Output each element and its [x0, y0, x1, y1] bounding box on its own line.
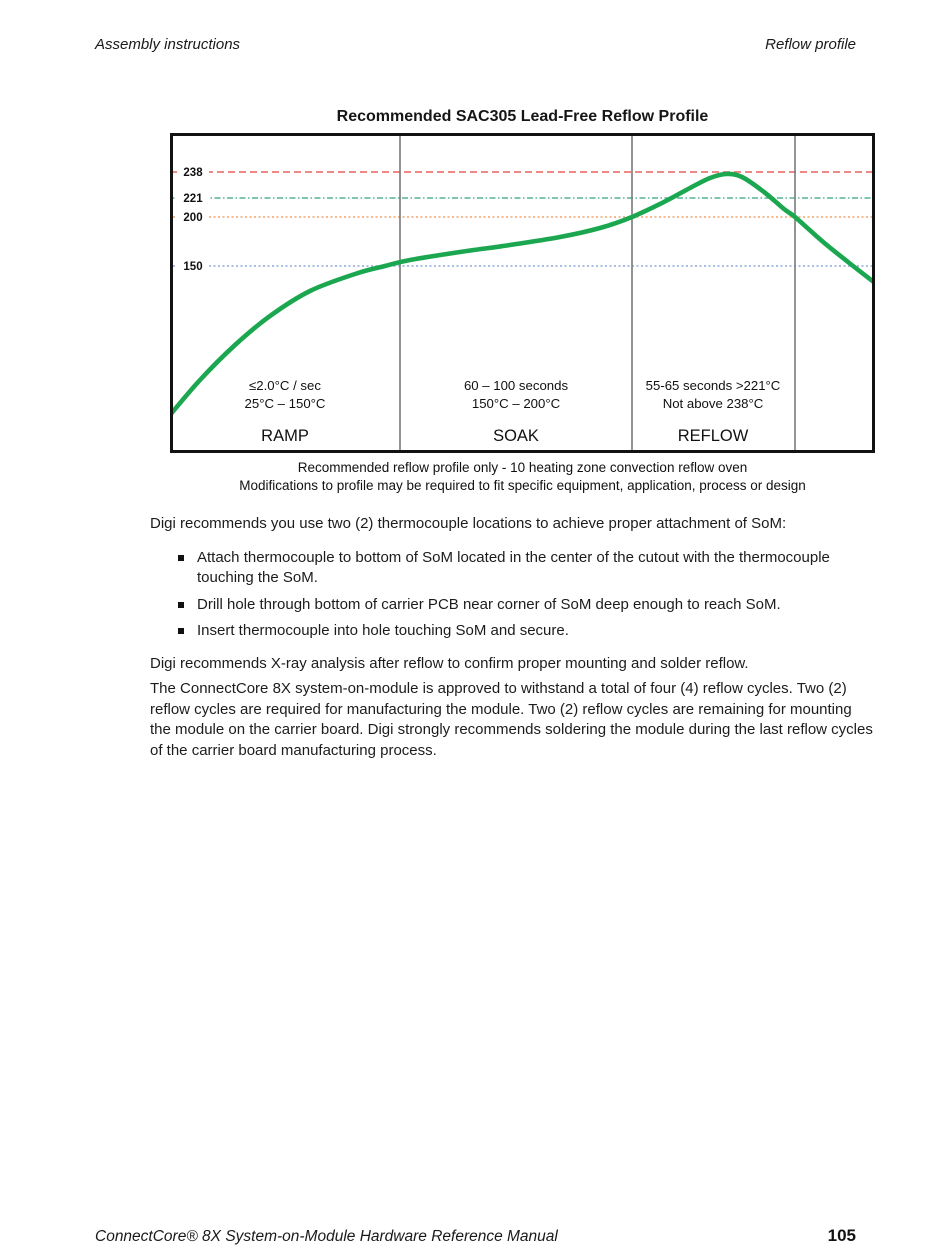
zone-label-ramp: RAMP — [261, 427, 309, 445]
ref-label-238: 238 — [183, 167, 203, 179]
list-item: Insert thermocouple into hole touching S… — [178, 621, 837, 642]
figure-title: Recommended SAC305 Lead-Free Reflow Prof… — [336, 108, 709, 125]
reflow-cycles-paragraph: The ConnectCore 8X system-on-module is a… — [150, 680, 873, 759]
xray-paragraph: Digi recommends X-ray analysis after ref… — [150, 654, 749, 672]
reflow-temperature-curve — [170, 171, 875, 418]
ref-label-221: 221 — [183, 193, 203, 205]
zone-info-line1-ramp: ≤2.0°C / sec — [249, 378, 321, 393]
square-bullet-icon — [178, 554, 184, 561]
ref-label-200: 200 — [183, 212, 202, 224]
footer-document-title: ConnectCore® 8X System-on-Module Hardwar… — [95, 1228, 558, 1245]
ref-label-bg — [177, 259, 209, 273]
list-item-text: Attach thermocouple to bottom of SoM loc… — [197, 548, 830, 587]
header-topic-label: Reflow profile — [765, 36, 856, 53]
page-number: 105 — [827, 1226, 856, 1245]
list-item-text: Insert thermocouple into hole touching S… — [197, 622, 569, 639]
zone-label-reflow: REFLOW — [678, 427, 749, 445]
reflow-profile-chart-svg: 238 221 200 150 ≤2.0°C / sec 25°C – 150°C RAMP… — [170, 133, 875, 453]
list-item: Drill hole through bottom of carrier PCB… — [178, 595, 837, 616]
thermocouple-bullet-list: Attach thermocouple to bottom of SoM loc… — [150, 548, 874, 642]
square-bullet-icon — [178, 601, 184, 608]
page-header: Assembly instructions Reflow profile — [95, 36, 856, 53]
square-bullet-icon — [178, 628, 184, 634]
ref-label-150: 150 — [183, 261, 202, 273]
body-text: Digi recommends you use two (2) thermoco… — [150, 514, 874, 761]
ref-label-bg — [177, 210, 209, 224]
zone-info-line1-soak: 60 – 100 seconds — [464, 378, 569, 393]
chart-border — [170, 133, 875, 453]
page-footer: ConnectCore® 8X System-on-Module Hardwar… — [95, 1226, 856, 1246]
figure-caption: Recommended reflow profile only - 10 hea… — [140, 459, 905, 495]
zone-info-line2-ramp: 25°C – 150°C — [245, 396, 326, 411]
zone-info-line2-reflow: Not above 238°C — [663, 396, 764, 411]
zone-label-soak: SOAK — [493, 427, 539, 445]
reflow-profile-chart: 238 221 200 150 ≤2.0°C / sec 25°C – 150°C RAMP… — [170, 133, 875, 453]
header-section-label: Assembly instructions — [95, 36, 241, 53]
intro-paragraph: Digi recommends you use two (2) thermoco… — [150, 515, 787, 532]
list-item: Attach thermocouple to bottom of SoM loc… — [178, 548, 837, 589]
figure-caption-line1: Recommended reflow profile only - 10 hea… — [297, 460, 748, 475]
ref-label-bg — [177, 191, 209, 205]
zone-info-line2-soak: 150°C – 200°C — [472, 396, 561, 411]
figure-caption-line2: Modifications to profile may be required… — [239, 478, 806, 493]
list-item-text: Drill hole through bottom of carrier PCB… — [197, 595, 781, 613]
zone-info-line1-reflow: 55-65 seconds >221°C — [646, 378, 781, 393]
ref-label-bg — [177, 165, 209, 179]
